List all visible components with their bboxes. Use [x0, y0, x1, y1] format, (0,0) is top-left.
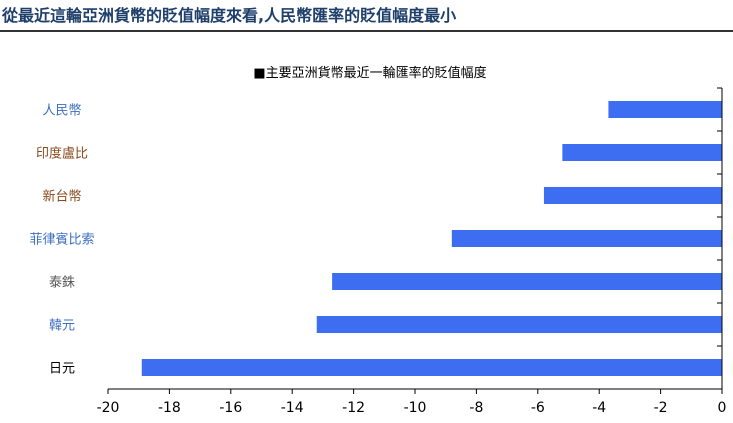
category-label: 人民幣 — [42, 104, 81, 119]
bar-5 — [332, 273, 722, 290]
chart-title: ■主要亞洲貨幣最近一輪匯率的貶值幅度 — [253, 65, 486, 81]
bar-7 — [141, 359, 722, 376]
x-tick-label: -18 — [158, 400, 181, 416]
x-tick-label: -10 — [404, 400, 427, 416]
category-label: 泰銖 — [49, 275, 75, 291]
category-label: 日元 — [49, 362, 75, 377]
bar-6 — [316, 316, 722, 333]
header-divider — [0, 30, 733, 32]
x-tick-label: -4 — [592, 400, 606, 416]
x-tick-label: -20 — [97, 400, 120, 416]
x-tick-label: -16 — [219, 400, 242, 416]
category-label: 菲律賓比索 — [29, 232, 94, 248]
x-tick-label: 0 — [718, 400, 727, 416]
x-tick-label: -6 — [531, 400, 545, 416]
category-label: 印度盧比 — [36, 146, 88, 162]
bar-2 — [562, 144, 722, 161]
page-headline: 從最近這輪亞洲貨幣的貶值幅度來看,人民幣匯率的貶值幅度最小 — [2, 6, 457, 25]
bar-4 — [451, 230, 722, 247]
x-tick-label: -14 — [281, 400, 304, 416]
bar-3 — [543, 187, 722, 204]
x-tick-label: -8 — [469, 400, 483, 416]
category-label: 韓元 — [49, 319, 75, 334]
bar-1 — [608, 101, 722, 118]
x-tick-label: -2 — [654, 400, 668, 416]
x-tick-label: -12 — [342, 400, 365, 416]
category-label: 新台幣 — [42, 189, 81, 205]
